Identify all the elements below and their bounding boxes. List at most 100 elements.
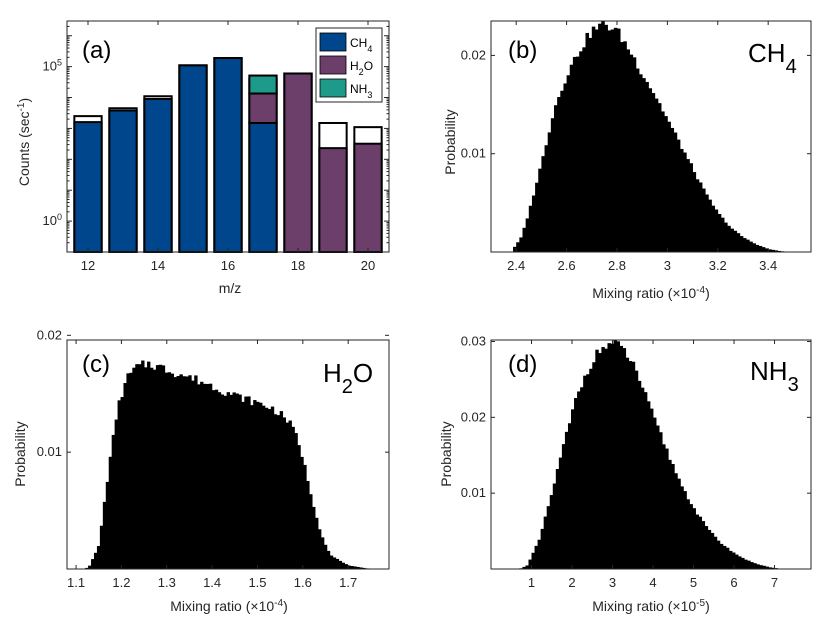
- histogram-bin: [235, 393, 239, 569]
- histogram-bin: [713, 536, 718, 569]
- histogram-bin: [528, 559, 532, 569]
- histogram-bin: [774, 250, 779, 252]
- histogram-bin: [282, 417, 286, 569]
- panel-d-ylabel: Probability: [438, 421, 454, 486]
- histogram-bin: [264, 407, 269, 569]
- histogram-bin: [557, 97, 561, 252]
- histogram-bin: [341, 562, 345, 569]
- histogram-bin: [777, 250, 782, 252]
- panel-d-ytick-label: 0.02: [461, 409, 486, 424]
- bar-h2o-mz-20: [353, 142, 383, 253]
- panel-c-xtick-label: 1.4: [203, 575, 221, 590]
- histogram-bin: [768, 249, 772, 252]
- histogram-bin: [232, 392, 236, 569]
- bar-ch4-mz-17: [248, 121, 278, 253]
- histogram-bin: [656, 425, 660, 569]
- histogram-bin: [668, 459, 672, 569]
- legend-ch4-main: CH: [350, 36, 367, 50]
- histogram-bin: [312, 506, 316, 569]
- histogram-bin: [528, 205, 533, 252]
- histogram-bin: [303, 464, 307, 569]
- panel-d-xlabel-exp: -5: [696, 598, 705, 609]
- histogram-bin: [739, 236, 744, 252]
- histogram-bin: [622, 348, 627, 569]
- histogram-bin: [563, 83, 567, 252]
- histogram-bin: [631, 361, 636, 569]
- histogram-bin: [686, 499, 690, 569]
- histogram-bin: [164, 372, 169, 569]
- histogram-bin: [332, 557, 337, 569]
- bar-nh3-mz-17: [248, 74, 278, 95]
- bar-ch4-mz-15: [178, 64, 208, 253]
- panel-c-species-main: H: [323, 358, 342, 388]
- histogram-bin: [335, 558, 340, 569]
- histogram-bin: [728, 550, 733, 569]
- histogram-bin: [768, 567, 772, 569]
- histogram-bin: [610, 343, 614, 569]
- histogram-bin: [761, 247, 766, 252]
- histogram-bin: [279, 411, 284, 569]
- panel-d-species: NH3: [750, 356, 799, 396]
- panel-d-xtick-label: 1: [528, 575, 535, 590]
- histogram-bin: [344, 564, 348, 569]
- legend-label-nh3: NH3: [350, 82, 372, 100]
- panel-b-species-sub: 4: [786, 56, 797, 78]
- panel-b-species: CH4: [748, 38, 797, 78]
- histogram-bin: [96, 546, 101, 569]
- histogram-bin: [716, 540, 721, 569]
- panel-c-histogram: 1.1 1.2 1.3 1.4 1.5 1.6 1.7 0.01 0.02 (c) H2O Mi…: [12, 327, 390, 614]
- histogram-bin: [270, 406, 275, 569]
- histogram-bin: [705, 194, 709, 252]
- panel-a-ylabel-close: ): [16, 98, 32, 103]
- panel-d-ytick-label: 0.03: [461, 334, 486, 349]
- histogram-bin: [594, 29, 599, 252]
- histogram-bin: [755, 244, 760, 252]
- panel-a-ytick-label: 105: [43, 58, 62, 74]
- panel-b-xtick-label: 2.6: [558, 258, 576, 273]
- histogram-bin: [569, 64, 574, 252]
- histogram-bin: [91, 559, 95, 569]
- histogram-bin: [692, 172, 697, 252]
- panel-d-xtick-label: 6: [730, 575, 737, 590]
- histogram-bin: [144, 367, 148, 569]
- panel-c-xtick-label: 1.6: [294, 575, 312, 590]
- panel-b-histogram: 2.4 2.6 2.8 3 3.2 3.4 0.01 0.02 (b) CH4 Mixing …: [442, 20, 812, 301]
- histogram-bin: [170, 373, 174, 569]
- histogram-bin: [670, 127, 675, 252]
- panel-b-xlabel-text: Mixing ratio (×10: [592, 285, 696, 301]
- histogram-bin: [217, 392, 222, 569]
- histogram-bin: [329, 555, 334, 569]
- legend-nh3-sub: 3: [367, 90, 372, 100]
- histogram-bin: [535, 182, 539, 252]
- histogram-bin: [692, 508, 696, 569]
- histogram-bin: [547, 132, 552, 252]
- histogram-bin: [610, 29, 615, 252]
- histogram-bin: [747, 560, 751, 569]
- panel-d-species-sub: 3: [788, 374, 799, 396]
- histogram-bin: [619, 345, 624, 569]
- panel-d-xlabel-text: Mixing ratio (×10: [592, 598, 696, 614]
- panel-d-ytick-label: 0.01: [461, 485, 486, 500]
- histogram-bin: [566, 75, 571, 253]
- panel-a-xtick-label: 16: [221, 258, 235, 273]
- histogram-bin: [616, 28, 621, 253]
- histogram-bin: [595, 349, 599, 569]
- histogram-bin: [309, 494, 313, 569]
- histogram-bin: [580, 387, 584, 569]
- panel-b-xtick-label: 3.2: [709, 258, 727, 273]
- histogram-bin: [525, 218, 530, 252]
- panel-b-axes: 2.4 2.6 2.8 3 3.2 3.4 0.01 0.02: [461, 20, 812, 273]
- histogram-bin: [206, 383, 210, 569]
- histogram-bin: [643, 392, 648, 569]
- panel-a-xtick-label: 12: [81, 258, 95, 273]
- panel-d-label: (d): [508, 351, 537, 378]
- histogram-bin: [752, 243, 756, 252]
- bar-ch4-mz-16: [213, 57, 243, 254]
- histogram-bin: [211, 390, 216, 569]
- histogram-bin: [598, 353, 602, 569]
- panel-c-ytick-label: 0.01: [37, 444, 62, 459]
- histogram-bin: [203, 383, 207, 569]
- histogram-bin: [114, 419, 118, 569]
- histogram-bin: [306, 480, 310, 569]
